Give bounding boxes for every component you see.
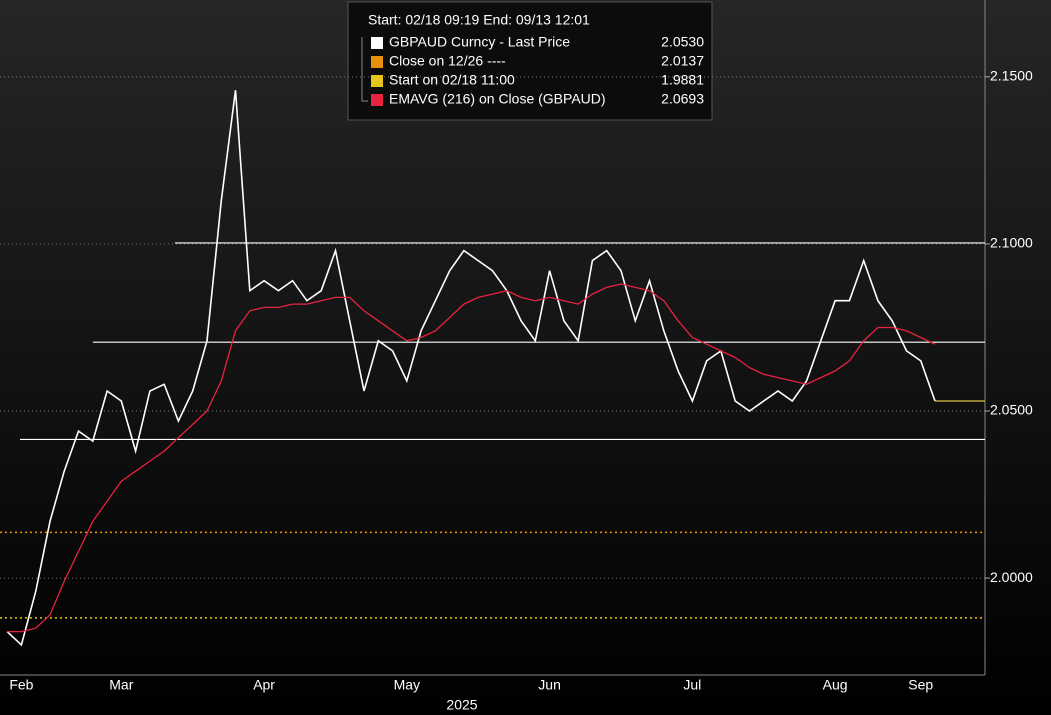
x-tick-label: Aug xyxy=(823,677,848,693)
x-tick-label: Feb xyxy=(9,677,33,693)
y-tick-label: 2.1000 xyxy=(990,235,1033,251)
legend-header: Start: 02/18 09:19 End: 09/13 12:01 xyxy=(368,12,590,28)
legend-value: 2.0137 xyxy=(661,53,704,69)
x-tick-label: May xyxy=(394,677,420,693)
x-tick-label: Mar xyxy=(109,677,133,693)
x-axis-label: 2025 xyxy=(446,697,477,713)
legend-label: GBPAUD Curncy - Last Price xyxy=(389,34,570,50)
legend-value: 2.0693 xyxy=(661,91,704,107)
x-tick-label: Sep xyxy=(908,677,933,693)
y-tick-label: 2.0000 xyxy=(990,569,1033,585)
legend-swatch xyxy=(371,56,383,68)
legend-box xyxy=(347,1,713,121)
legend-swatch xyxy=(371,94,383,106)
legend-swatch xyxy=(371,75,383,87)
legend-value: 1.9881 xyxy=(661,72,704,88)
legend-swatch xyxy=(371,37,383,49)
x-tick-label: Apr xyxy=(253,677,275,693)
series-line xyxy=(6,90,936,647)
series-line xyxy=(7,283,936,633)
legend: Start: 02/18 09:19 End: 09/13 12:01 xyxy=(347,1,713,121)
legend-bracket xyxy=(361,37,368,102)
y-tick-label: 2.0500 xyxy=(990,402,1033,418)
legend-label: Start on 02/18 11:00 xyxy=(389,72,515,88)
x-tick-label: Jul xyxy=(683,677,701,693)
legend-label: Close on 12/26 ---- xyxy=(389,53,506,69)
legend-label: EMAVG (216) on Close (GBPAUD) xyxy=(389,91,606,107)
legend-value: 2.0530 xyxy=(661,34,704,50)
x-tick-label: Jun xyxy=(538,677,561,693)
y-tick-label: 2.1500 xyxy=(990,68,1033,84)
